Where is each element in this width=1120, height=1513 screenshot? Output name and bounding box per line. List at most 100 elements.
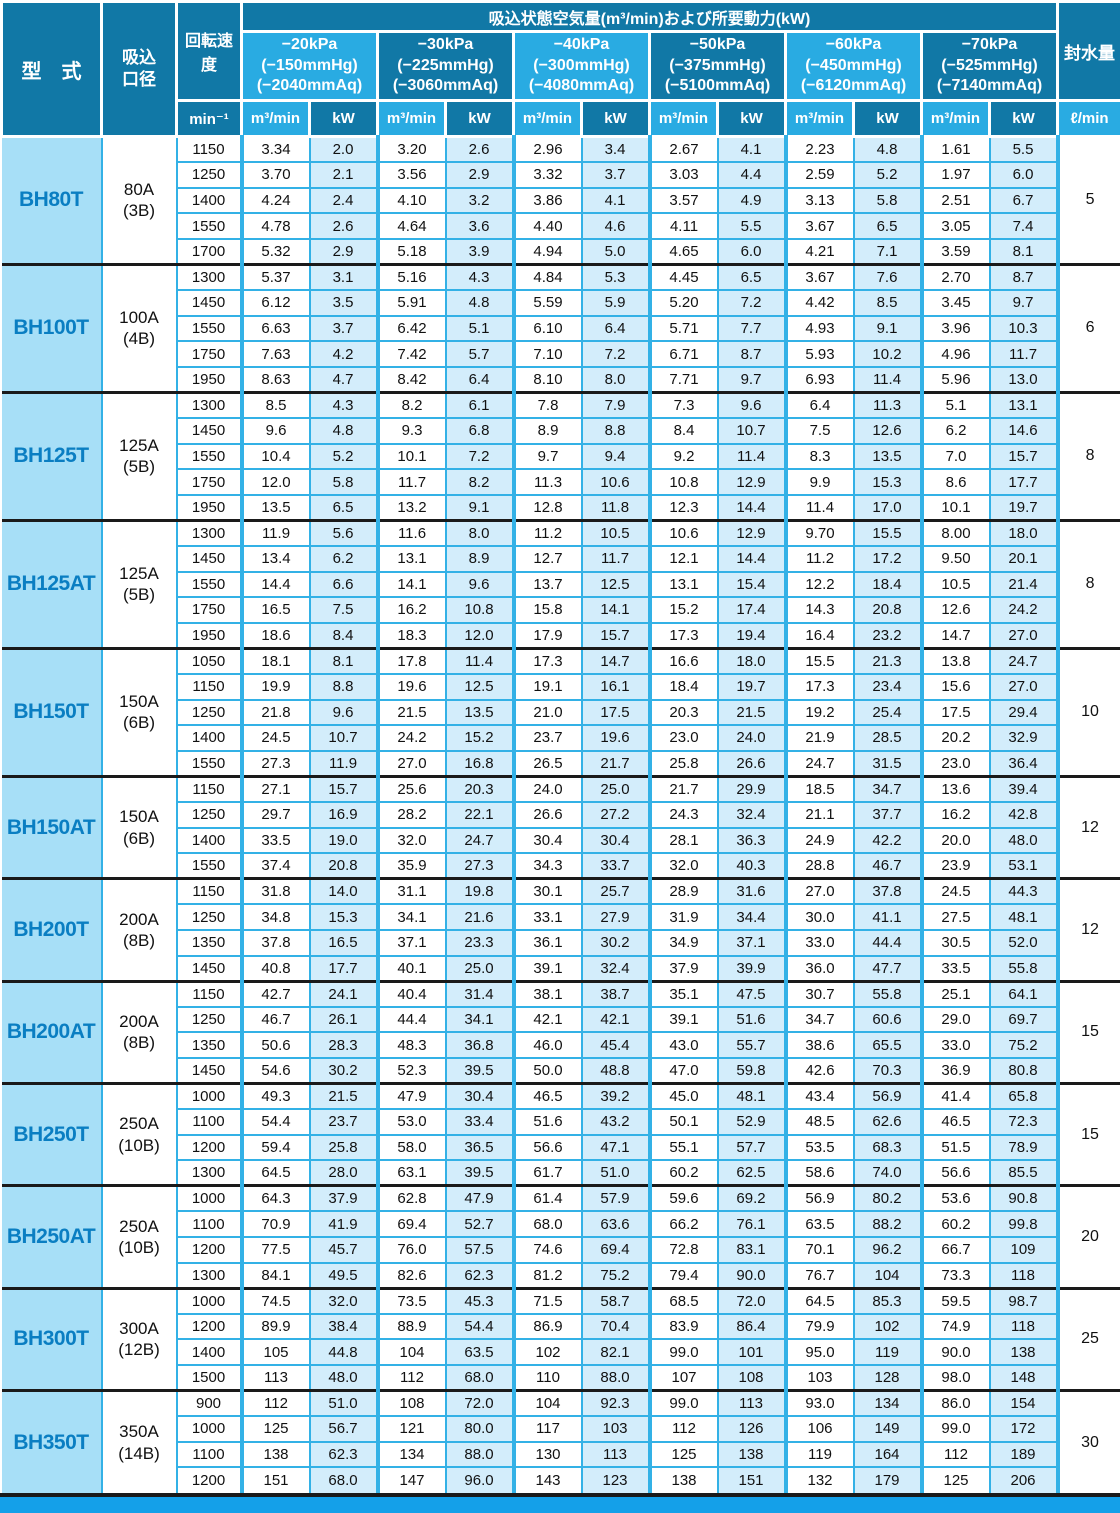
speed-cell: 1150 [175, 979, 242, 1007]
bore-label: 200A (8B) [100, 877, 177, 982]
flow-value: 64.3 [239, 1184, 310, 1212]
table-row: BH250T 250A (10B) 1000 49.3 21.5 47.9 30.4 46.5… [1, 1081, 1120, 1186]
power-value: 14.4 [716, 545, 786, 572]
power-value: 21.5 [716, 698, 786, 726]
flow-value: 7.63 [239, 340, 310, 367]
power-unit-header-2: kW [444, 99, 515, 138]
power-value: 6.0 [716, 237, 786, 265]
flow-value: 13.5 [239, 493, 310, 521]
power-value: 3.7 [308, 314, 378, 342]
power-value: 19.7 [716, 672, 786, 700]
power-value: 13.0 [988, 365, 1058, 393]
power-value: 72.0 [444, 1389, 514, 1417]
power-value: 14.4 [716, 493, 786, 521]
power-value: 3.7 [580, 161, 650, 188]
flow-value: 1.97 [919, 161, 990, 188]
bore-column-header: 吸込 口径 [100, 0, 178, 138]
power-value: 7.5 [308, 596, 378, 623]
power-value: 39.9 [716, 954, 786, 982]
power-value: 26.1 [308, 1005, 378, 1033]
power-value: 14.1 [580, 596, 650, 623]
flow-value: 64.5 [239, 1159, 310, 1186]
power-value: 37.9 [308, 1184, 378, 1212]
power-value: 75.2 [988, 1031, 1058, 1058]
flow-value: 24.9 [783, 826, 854, 854]
power-value: 6.4 [580, 314, 650, 342]
flow-value: 10.5 [919, 570, 990, 598]
flow-value: 2.67 [647, 135, 718, 163]
flow-value: 35.9 [375, 852, 446, 879]
flow-value: 34.8 [239, 903, 310, 930]
power-value: 20.8 [308, 852, 378, 879]
flow-value: 9.2 [647, 442, 718, 470]
power-value: 27.2 [580, 800, 650, 828]
power-value: 10.7 [716, 417, 786, 444]
flow-value: 86.9 [511, 1312, 582, 1340]
flow-value: 125 [919, 1466, 990, 1493]
power-value: 4.2 [308, 340, 378, 367]
power-value: 15.2 [444, 724, 514, 751]
power-unit-header-3: kW [580, 99, 651, 138]
power-value: 42.8 [988, 800, 1058, 828]
flow-value: 11.2 [511, 518, 582, 546]
flow-value: 7.0 [919, 442, 990, 470]
power-value: 11.7 [988, 340, 1058, 367]
model-label: BH200T [1, 877, 102, 982]
flow-value: 11.9 [239, 518, 310, 546]
table-row: 1000 125 56.7 121 80.0 117 103 112 126 106 149 99.0… [2, 1415, 1120, 1442]
speed-cell: 1550 [175, 314, 242, 342]
power-value: 3.5 [308, 289, 378, 316]
flow-value: 15.2 [647, 596, 718, 623]
power-value: 9.6 [308, 698, 378, 726]
table-row: 1400 33.5 19.0 32.0 24.7 30.4 30.4 28.1 36.3 24.9… [2, 826, 1120, 854]
flow-value: 25.1 [919, 979, 990, 1007]
speed-cell: 1750 [175, 340, 242, 367]
flow-value: 3.70 [239, 161, 310, 188]
flow-value: 9.7 [511, 442, 582, 470]
power-value: 55.8 [988, 954, 1058, 982]
power-value: 69.2 [716, 1184, 786, 1212]
flow-value: 13.2 [375, 493, 446, 521]
flow-value: 25.6 [375, 774, 446, 802]
flow-value: 30.7 [783, 979, 854, 1007]
seal-water-value: 30 [1055, 1389, 1120, 1493]
flow-value: 8.3 [783, 442, 854, 470]
power-value: 10.5 [580, 518, 650, 546]
flow-value: 32.0 [375, 826, 446, 854]
flow-value: 5.32 [239, 237, 310, 265]
power-value: 172 [988, 1415, 1058, 1442]
flow-value: 53.0 [375, 1108, 446, 1135]
power-value: 43.2 [580, 1108, 650, 1135]
power-value: 15.7 [580, 621, 650, 649]
flow-value: 14.7 [919, 621, 990, 649]
flow-value: 59.4 [239, 1133, 310, 1161]
flow-value: 49.3 [239, 1081, 310, 1110]
flow-value: 8.00 [919, 518, 990, 546]
flow-value: 20.2 [919, 724, 990, 751]
power-value: 3.1 [308, 262, 378, 291]
flow-value: 3.57 [647, 186, 718, 214]
speed-cell: 1750 [175, 468, 242, 495]
power-value: 34.1 [444, 1005, 514, 1033]
flow-value: 6.63 [239, 314, 310, 342]
speed-cell: 1350 [175, 1031, 242, 1058]
flow-value: 44.4 [375, 1005, 446, 1033]
flow-value: 46.7 [239, 1005, 310, 1033]
flow-value: 112 [919, 1440, 990, 1468]
power-value: 2.0 [308, 135, 378, 163]
power-value: 59.8 [716, 1056, 786, 1084]
flow-value: 3.67 [783, 212, 854, 239]
power-value: 34.7 [852, 774, 922, 802]
flow-value: 31.8 [239, 877, 310, 905]
power-value: 56.7 [308, 1415, 378, 1442]
table-row: 1700 5.32 2.9 5.18 3.9 4.94 5.0 4.65 6.0 4.21 7.1 3… [2, 237, 1120, 265]
flow-value: 27.0 [375, 749, 446, 777]
speed-cell: 1250 [175, 903, 242, 930]
flow-value: 6.12 [239, 289, 310, 316]
flow-value: 33.1 [511, 903, 582, 930]
flow-value: 98.0 [919, 1364, 990, 1391]
flow-value: 46.5 [919, 1108, 990, 1135]
model-label: BH300T [1, 1286, 102, 1391]
power-value: 14.7 [580, 646, 650, 674]
flow-value: 93.0 [783, 1389, 854, 1417]
